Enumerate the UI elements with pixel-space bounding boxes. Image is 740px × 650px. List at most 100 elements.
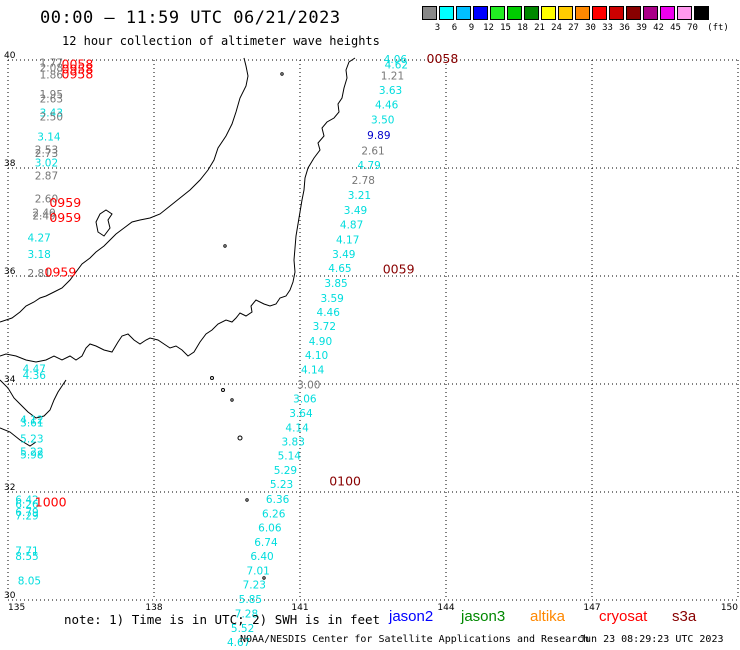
legend-swatch [558,6,573,20]
lat-tick-label: 32 [4,483,15,493]
legend-label: 3 [434,23,441,33]
pass-time-label: 0059 [383,261,415,276]
wave-height-value: 7.28 [235,608,258,620]
izu-island [245,498,249,502]
lon-tick-label: 141 [291,603,308,613]
satellite-jason2: jason2 [389,608,434,625]
legend-label: 21 [534,23,545,33]
wave-height-value: 7.01 [246,566,269,578]
wave-height-value: 6.36 [266,494,290,506]
legend-label: 6 [451,23,458,33]
observation-layer: 1.772.081.86 1.952.63 3.432.50 3.142.532.73… [15,51,459,649]
pass-time-label: 1000 [35,495,67,510]
small-island [210,376,214,380]
legend-label: 27 [568,23,579,33]
wave-height-value: 2.78 [352,175,375,187]
wave-height-value: 5.98 [20,450,43,462]
wave-height-value: 5.22 [20,446,43,458]
axis-labels: 135 138 141 144 147 150 40 38 36 34 32 30 [4,51,738,613]
pass-time-label: 0958 [62,62,94,77]
lon-tick-label: 150 [721,603,738,613]
legend-label: 30 [585,23,596,33]
wave-height-value: 1.95 [40,89,63,101]
legend-swatch [507,6,522,20]
pass-time-label: 0958 [62,66,94,81]
wave-height-value: 2.81 [27,268,50,280]
wave-height-value: 1.21 [381,70,404,82]
izu-island [221,388,225,392]
small-island [280,72,284,76]
legend-label: 9 [468,23,475,33]
lat-tick-label: 40 [4,51,16,61]
wave-height-value: 1.86 [40,69,64,81]
lat-tick-label: 34 [4,375,16,385]
izu-island [262,576,266,580]
wave-height-value: 3.63 [379,85,402,97]
legend-swatch [439,6,454,20]
wave-height-value: 5.23 [270,479,293,491]
pass-time-label: 0058 [427,51,459,66]
wave-height-value: 6.06 [258,522,282,534]
wave-height-value: 5.23 [20,433,43,445]
japan-sea-coastline [0,57,249,323]
graticule [7,59,739,601]
noto-peninsula [95,209,113,237]
wave-height-value: 2.50 [40,111,63,123]
legend-swatch [473,6,488,20]
wave-height-value: 3.64 [289,408,313,420]
lon-tick-label: 144 [437,603,454,613]
generated-timestamp: Jun 23 08:29:23 UTC 2023 [579,634,724,645]
wave-height-value: 4.12 [20,414,43,426]
wave-height-value: 5.52 [231,623,254,635]
credit-line: NOAA/NESDIS Center for Satellite Applica… [240,634,590,645]
legend-swatch [660,6,675,20]
pass-time-label: 0959 [49,195,81,210]
wave-height-value: 3.83 [282,437,305,449]
wave-height-value: 4.62 [385,60,408,72]
legend-swatch [422,6,437,20]
pass-time-label: 0058 [62,57,94,72]
honshu-coastline [0,57,356,363]
legend-unit: (ft) [707,23,729,33]
wave-height-value: 4.36 [23,370,47,382]
wave-height-value: 4.14 [285,423,309,435]
wave-height-value: 3.49 [332,249,355,261]
pass-time-label: 0100 [329,474,361,489]
wave-height-value: 3.49 [344,205,367,217]
wave-height-value: 3.06 [293,393,317,405]
wave-height-value: 8.05 [18,575,41,587]
footer-note: note: 1) Time is in UTC; 2) SWH is in fe… [64,612,381,627]
kii-peninsula [0,379,67,419]
legend-swatch [592,6,607,20]
small-island [223,244,227,248]
wave-height-value: 4.79 [357,160,380,172]
wave-height-value: 3.61 [20,418,43,430]
legend-label: 42 [653,23,664,33]
wave-height-value: 7.29 [15,511,38,523]
wave-height-value: 4.87 [340,219,363,231]
wave-height-value: 5.85 [239,594,262,606]
legend-swatch [677,6,692,20]
wave-height-value: 6.26 [15,499,39,511]
lon-tick-label: 147 [583,603,600,613]
wave-height-value: 2.60 [35,194,58,206]
legend-label: 36 [619,23,630,33]
legend-label: 70 [687,23,698,33]
legend-label: 18 [517,23,528,33]
legend-label: 12 [483,23,494,33]
legend-swatch [541,6,556,20]
wave-height-value: 2.08 [40,62,63,74]
wave-height-value: 4.17 [336,235,359,247]
wave-height-value: 3.18 [27,249,50,261]
wave-height-value: 2.40 [32,208,55,220]
wave-height-value: 4.67 [227,637,250,649]
pass-time-label: 0959 [49,210,81,225]
shikoku-coast [0,427,37,447]
wave-height-value: 4.47 [23,364,46,376]
wave-height-value: 4.27 [27,232,50,244]
wave-height-value: 4.46 [375,100,399,112]
wave-height-value: 4.06 [384,54,408,66]
wave-height-value: 7.71 [15,546,38,558]
wave-height-value: 2.53 [35,144,58,156]
